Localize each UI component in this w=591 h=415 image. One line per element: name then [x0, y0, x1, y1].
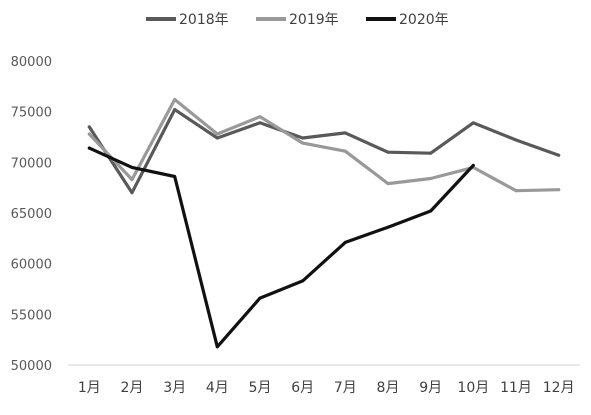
series-line-1 — [87, 97, 561, 193]
y-axis: 50000 55000 60000 65000 70000 75000 80000 — [11, 55, 52, 374]
x-axis: 1月 2月 3月 4月 5月 6月 7月 8月 9月 10月 11月 12月 — [68, 364, 580, 396]
data-point — [514, 189, 518, 193]
data-point — [258, 121, 262, 125]
legend-label: 2019年 — [289, 12, 339, 28]
data-point — [557, 153, 561, 157]
data-point — [215, 132, 219, 136]
x-tick-label: 5月 — [249, 380, 272, 396]
x-tick-label: 3月 — [163, 380, 186, 396]
data-point — [471, 163, 475, 167]
data-point — [215, 136, 219, 140]
y-tick-label: 55000 — [11, 308, 52, 323]
x-tick-label: 10月 — [457, 380, 489, 396]
y-tick-label: 50000 — [11, 359, 52, 374]
x-tick-label: 1月 — [78, 380, 101, 396]
data-point — [258, 115, 262, 119]
data-point — [343, 149, 347, 153]
y-tick-label: 60000 — [11, 258, 52, 273]
y-tick-label: 75000 — [11, 106, 52, 121]
data-point — [87, 132, 91, 136]
data-point — [87, 125, 91, 129]
series-line-0 — [87, 107, 561, 195]
data-point — [343, 240, 347, 244]
x-tick-label: 7月 — [334, 380, 357, 396]
data-point — [130, 178, 134, 182]
data-point — [87, 146, 91, 150]
legend-label: 2018年 — [179, 12, 229, 28]
data-point — [301, 136, 305, 140]
data-point — [514, 138, 518, 142]
y-tick-label: 70000 — [11, 156, 52, 171]
y-tick-label: 80000 — [11, 55, 52, 70]
x-tick-label: 12月 — [543, 380, 575, 396]
x-tick-label: 8月 — [377, 380, 400, 396]
data-point — [301, 141, 305, 145]
data-point — [130, 191, 134, 195]
data-point — [429, 177, 433, 181]
data-point — [173, 175, 177, 179]
x-tick-label: 6月 — [291, 380, 314, 396]
data-point — [215, 345, 219, 349]
data-point — [386, 225, 390, 229]
data-point — [258, 296, 262, 300]
legend: 2018年 2019年 2020年 — [146, 12, 449, 28]
series-layer — [87, 97, 561, 349]
data-point — [557, 188, 561, 192]
x-tick-label: 4月 — [206, 380, 229, 396]
series-line-2 — [87, 146, 475, 349]
data-point — [130, 165, 134, 169]
x-tick-label: 9月 — [419, 380, 442, 396]
x-tick-label: 2月 — [121, 380, 144, 396]
data-point — [301, 279, 305, 283]
data-point — [386, 182, 390, 186]
data-point — [471, 121, 475, 125]
y-tick-label: 65000 — [11, 207, 52, 222]
data-point — [429, 209, 433, 213]
data-point — [386, 150, 390, 154]
legend-label: 2020年 — [399, 12, 449, 28]
x-tick-label: 11月 — [500, 380, 532, 396]
data-point — [343, 131, 347, 135]
data-point — [429, 151, 433, 155]
data-point — [173, 98, 177, 102]
data-point — [173, 108, 177, 112]
